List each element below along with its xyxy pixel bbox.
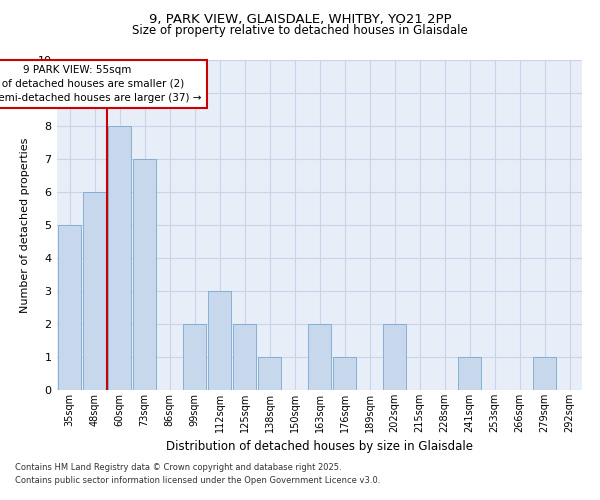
Bar: [533, 357, 556, 390]
Bar: [183, 324, 206, 390]
Y-axis label: Number of detached properties: Number of detached properties: [20, 138, 31, 312]
Bar: [233, 324, 256, 390]
Bar: [83, 192, 106, 390]
Bar: [308, 324, 331, 390]
Text: 9, PARK VIEW, GLAISDALE, WHITBY, YO21 2PP: 9, PARK VIEW, GLAISDALE, WHITBY, YO21 2P…: [149, 12, 451, 26]
Bar: [208, 291, 231, 390]
Bar: [333, 357, 356, 390]
Text: Contains public sector information licensed under the Open Government Licence v3: Contains public sector information licen…: [15, 476, 380, 485]
Bar: [383, 324, 406, 390]
Bar: [58, 225, 81, 390]
Bar: [458, 357, 481, 390]
Text: 9 PARK VIEW: 55sqm
← 5% of detached houses are smaller (2)
93% of semi-detached : 9 PARK VIEW: 55sqm ← 5% of detached hous…: [0, 65, 202, 103]
Bar: [133, 159, 156, 390]
Text: Size of property relative to detached houses in Glaisdale: Size of property relative to detached ho…: [132, 24, 468, 37]
Bar: [108, 126, 131, 390]
X-axis label: Distribution of detached houses by size in Glaisdale: Distribution of detached houses by size …: [166, 440, 473, 454]
Bar: [258, 357, 281, 390]
Text: Contains HM Land Registry data © Crown copyright and database right 2025.: Contains HM Land Registry data © Crown c…: [15, 464, 341, 472]
